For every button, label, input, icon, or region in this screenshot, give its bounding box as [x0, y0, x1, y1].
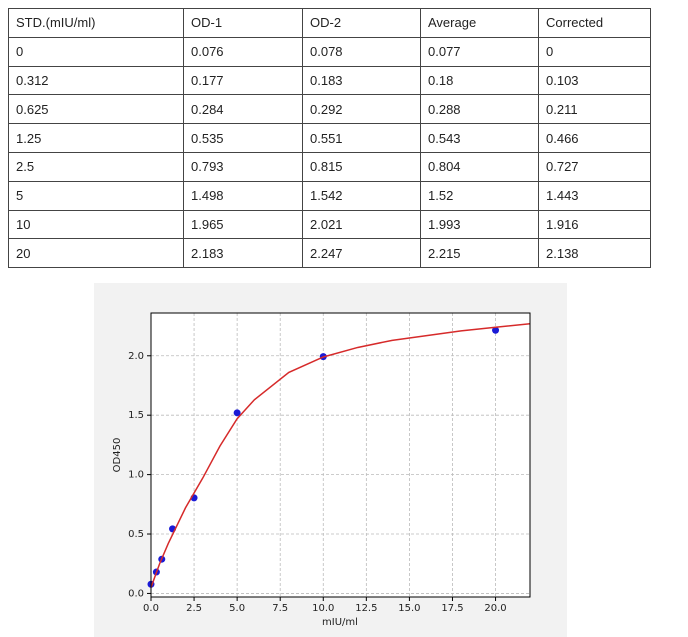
table-cell: 0.815: [302, 151, 421, 182]
table-cell: 0.076: [183, 36, 303, 67]
table-row: 0.625 0.284 0.292 0.288 0.211: [8, 94, 651, 125]
plot-area: [151, 313, 530, 597]
table-cell: OD-1: [183, 8, 303, 38]
x-tick-label: 15.0: [398, 603, 420, 614]
data-point: [492, 326, 500, 334]
table-row: STD.(mIU/ml) OD-1 OD-2 Average Corrected: [8, 8, 651, 38]
table-row: 0 0.076 0.078 0.077 0: [8, 36, 651, 67]
table-row: 20 2.183 2.247 2.215 2.138: [8, 238, 651, 269]
x-tick-label: 2.5: [186, 603, 202, 614]
table-cell: 1.498: [183, 180, 303, 211]
table-cell: 0.535: [183, 123, 303, 153]
x-tick-label: 12.5: [355, 603, 377, 614]
table-cell: 0.804: [420, 151, 539, 182]
data-table: STD.(mIU/ml) OD-1 OD-2 Average Corrected 0 0.0…: [8, 8, 651, 269]
table-cell: 20: [8, 238, 184, 269]
x-tick-label: 0.0: [143, 603, 159, 614]
table-cell: 2.215: [420, 238, 539, 269]
fit-curve: [151, 322, 530, 588]
table-row: 1.25 0.535 0.551 0.543 0.466: [8, 123, 651, 153]
table-cell: 0.312: [8, 65, 184, 96]
table-body: STD.(mIU/ml) OD-1 OD-2 Average Corrected 0 0.0…: [8, 8, 651, 269]
table-row: 0.312 0.177 0.183 0.18 0.103: [8, 65, 651, 96]
y-tick-label: 2.0: [128, 351, 144, 362]
table-row: 5 1.498 1.542 1.52 1.443: [8, 180, 651, 211]
x-tick-label: 17.5: [441, 603, 463, 614]
table-cell: 0.078: [302, 36, 421, 67]
table-cell: 2.021: [302, 209, 421, 240]
table-cell: 1.542: [302, 180, 421, 211]
table-cell: STD.(mIU/ml): [8, 8, 184, 38]
y-tick-label: 0.5: [128, 529, 144, 540]
table-cell: 2.138: [538, 238, 651, 269]
table-cell: Corrected: [538, 8, 651, 38]
x-tick-label: 5.0: [229, 603, 245, 614]
table-cell: 1.916: [538, 209, 651, 240]
table-cell: 0.727: [538, 151, 651, 182]
x-tick-label: 7.5: [272, 603, 288, 614]
table-cell: 2.247: [302, 238, 421, 269]
table-cell: 10: [8, 209, 184, 240]
y-tick-label: 0.0: [128, 588, 144, 599]
x-axis-label: mIU/ml: [322, 617, 358, 628]
table-cell: 1.965: [183, 209, 303, 240]
y-tick-label: 1.0: [128, 470, 144, 481]
table-cell: 2.183: [183, 238, 303, 269]
y-tick-label: 1.5: [128, 410, 144, 421]
table-cell: 1.25: [8, 123, 184, 153]
table-cell: 0.551: [302, 123, 421, 153]
table-row: 10 1.965 2.021 1.993 1.916: [8, 209, 651, 240]
y-axis-label: OD450: [112, 438, 123, 473]
table-cell: 0.288: [420, 94, 539, 125]
plot-frame: [150, 312, 531, 598]
table-cell: Average: [420, 8, 539, 38]
x-tick-label: 10.0: [312, 603, 334, 614]
table-cell: 1.52: [420, 180, 539, 211]
data-point: [233, 409, 241, 417]
table-row: 2.5 0.793 0.815 0.804 0.727: [8, 151, 651, 182]
table-cell: 0.18: [420, 65, 539, 96]
table-cell: 0.543: [420, 123, 539, 153]
x-tick-label: 20.0: [484, 603, 506, 614]
table-cell: 0.284: [183, 94, 303, 125]
table-cell: 1.443: [538, 180, 651, 211]
